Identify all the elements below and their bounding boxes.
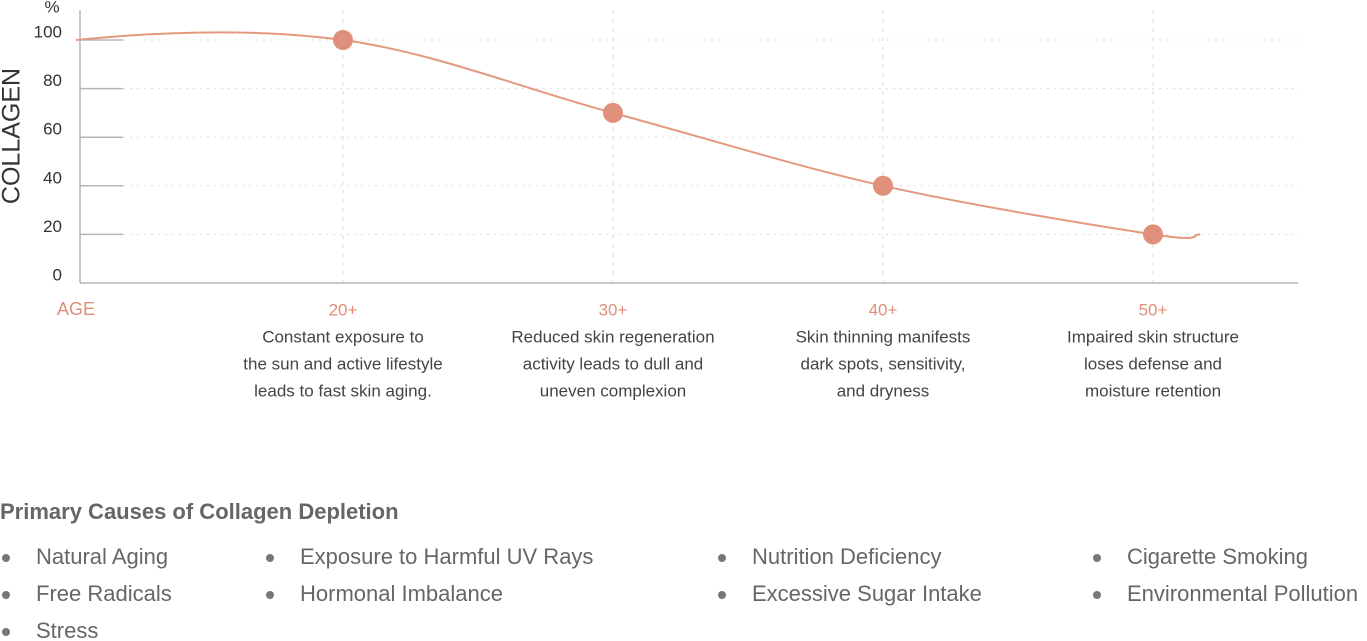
description-line: Skin thinning manifests bbox=[796, 327, 971, 346]
description-line: the sun and active lifestyle bbox=[243, 354, 442, 373]
cause-item: Environmental Pollution bbox=[1127, 581, 1358, 606]
description-line: Reduced skin regeneration bbox=[511, 327, 714, 346]
y-tick-label: 80 bbox=[43, 71, 62, 90]
description-line: uneven complexion bbox=[540, 381, 686, 400]
bullet bbox=[266, 554, 274, 562]
bullet bbox=[718, 554, 726, 562]
bullet bbox=[1093, 591, 1101, 599]
x-tick-label: 50+ bbox=[1139, 300, 1168, 319]
cause-item: Cigarette Smoking bbox=[1127, 544, 1308, 569]
bullet bbox=[2, 591, 10, 599]
curve-extension bbox=[75, 31, 344, 41]
cause-item: Free Radicals bbox=[36, 581, 172, 606]
collagen-curve bbox=[342, 39, 1154, 236]
causes-title: Primary Causes of Collagen Depletion bbox=[0, 499, 399, 524]
description-line: Constant exposure to bbox=[262, 327, 424, 346]
cause-item: Nutrition Deficiency bbox=[752, 544, 942, 569]
x-tick-label: 30+ bbox=[599, 300, 628, 319]
y-tick-label: 100 bbox=[34, 22, 62, 41]
cause-item: Natural Aging bbox=[36, 544, 168, 569]
cause-item: Stress bbox=[36, 618, 98, 641]
y-axis-label: COLLAGEN bbox=[0, 68, 26, 204]
y-tick-label: 20 bbox=[43, 217, 62, 236]
bullet bbox=[1093, 554, 1101, 562]
bullet bbox=[2, 554, 10, 562]
description-line: leads to fast skin aging. bbox=[254, 381, 432, 400]
x-axis-label: AGE bbox=[57, 299, 95, 319]
y-tick-label: 0 bbox=[53, 265, 62, 284]
data-point bbox=[873, 175, 893, 196]
description-line: loses defense and bbox=[1084, 354, 1222, 373]
data-point bbox=[603, 102, 623, 123]
description-line: and dryness bbox=[837, 381, 930, 400]
cause-item: Excessive Sugar Intake bbox=[752, 581, 982, 606]
y-unit: % bbox=[44, 0, 59, 16]
y-tick-label: 40 bbox=[43, 168, 62, 187]
x-tick-label: 40+ bbox=[869, 300, 898, 319]
bullet bbox=[2, 628, 10, 636]
bullet bbox=[266, 591, 274, 599]
y-tick-label: 60 bbox=[43, 120, 62, 139]
description-line: dark spots, sensitivity, bbox=[800, 354, 965, 373]
data-point bbox=[1143, 224, 1163, 245]
cause-item: Exposure to Harmful UV Rays bbox=[300, 544, 593, 569]
description-line: moisture retention bbox=[1085, 381, 1221, 400]
curve-extension bbox=[1152, 233, 1201, 239]
cause-item: Hormonal Imbalance bbox=[300, 581, 503, 606]
description-line: Impaired skin structure bbox=[1067, 327, 1239, 346]
x-tick-label: 20+ bbox=[329, 300, 358, 319]
description-line: activity leads to dull and bbox=[523, 354, 704, 373]
bullet bbox=[718, 591, 726, 599]
data-point bbox=[333, 30, 353, 50]
